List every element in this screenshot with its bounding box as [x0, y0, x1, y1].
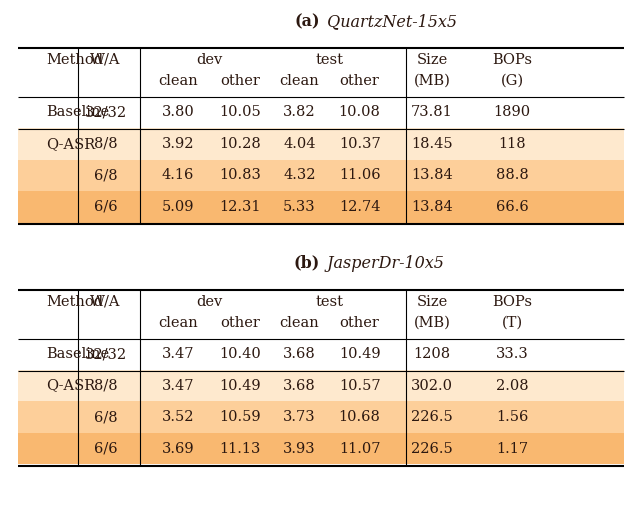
- Text: 10.49: 10.49: [219, 378, 261, 393]
- Text: 4.16: 4.16: [162, 168, 194, 182]
- Bar: [18, 160, 624, 191]
- Bar: [18, 433, 624, 464]
- Text: Baseline: Baseline: [46, 105, 109, 119]
- Text: W/A: W/A: [90, 53, 121, 67]
- Text: 6/6: 6/6: [94, 200, 117, 214]
- Text: 226.5: 226.5: [411, 441, 453, 456]
- Text: BOPs: BOPs: [492, 295, 532, 308]
- Text: 10.49: 10.49: [339, 347, 381, 361]
- Text: 3.52: 3.52: [162, 410, 194, 424]
- Text: 5.09: 5.09: [162, 200, 194, 214]
- Text: (b): (b): [294, 255, 320, 272]
- Text: test: test: [316, 295, 344, 308]
- Text: 73.81: 73.81: [411, 105, 453, 119]
- Text: 32/32: 32/32: [84, 347, 127, 361]
- Text: 3.73: 3.73: [284, 410, 316, 424]
- Text: 11.07: 11.07: [339, 441, 380, 456]
- Text: 10.68: 10.68: [339, 410, 381, 424]
- Text: 3.93: 3.93: [284, 441, 316, 456]
- Text: (MB): (MB): [413, 315, 451, 330]
- Text: 1890: 1890: [493, 105, 531, 119]
- Text: 302.0: 302.0: [411, 378, 453, 393]
- Text: 10.83: 10.83: [219, 168, 261, 182]
- Text: Method: Method: [46, 295, 103, 308]
- Text: (MB): (MB): [413, 74, 451, 88]
- Bar: [18, 191, 624, 223]
- Text: Q-ASR: Q-ASR: [46, 137, 95, 151]
- Text: 66.6: 66.6: [495, 200, 529, 214]
- Text: 3.68: 3.68: [283, 378, 316, 393]
- Text: (T): (T): [501, 315, 523, 330]
- Text: Method: Method: [46, 53, 103, 67]
- Bar: [18, 128, 624, 160]
- Text: 10.08: 10.08: [339, 105, 381, 119]
- Bar: [18, 401, 624, 433]
- Text: (G): (G): [500, 74, 524, 88]
- Text: Baseline: Baseline: [46, 347, 109, 361]
- Text: 6/8: 6/8: [94, 168, 117, 182]
- Text: other: other: [220, 74, 260, 88]
- Text: 11.06: 11.06: [339, 168, 381, 182]
- Text: 2.08: 2.08: [496, 378, 528, 393]
- Text: BOPs: BOPs: [492, 53, 532, 67]
- Text: 3.68: 3.68: [283, 347, 316, 361]
- Text: QuartzNet-15x5: QuartzNet-15x5: [322, 13, 457, 30]
- Text: 4.32: 4.32: [284, 168, 316, 182]
- Text: 8/8: 8/8: [94, 137, 117, 151]
- Text: 6/8: 6/8: [94, 410, 117, 424]
- Text: other: other: [220, 315, 260, 330]
- Text: 10.59: 10.59: [219, 410, 261, 424]
- Text: Size: Size: [417, 53, 447, 67]
- Text: 10.37: 10.37: [339, 137, 381, 151]
- Text: other: other: [340, 315, 380, 330]
- Text: dev: dev: [196, 53, 222, 67]
- Text: 1.17: 1.17: [496, 441, 528, 456]
- Text: 8/8: 8/8: [94, 378, 117, 393]
- Text: other: other: [340, 74, 380, 88]
- Text: 118: 118: [498, 137, 526, 151]
- Text: 3.69: 3.69: [162, 441, 194, 456]
- Text: test: test: [316, 53, 344, 67]
- Text: 32/32: 32/32: [84, 105, 127, 119]
- Text: 6/6: 6/6: [94, 441, 117, 456]
- Text: dev: dev: [196, 295, 222, 308]
- Text: 3.82: 3.82: [284, 105, 316, 119]
- Text: 5.33: 5.33: [284, 200, 316, 214]
- Text: 226.5: 226.5: [411, 410, 453, 424]
- Text: 12.74: 12.74: [339, 200, 380, 214]
- Text: 11.13: 11.13: [220, 441, 260, 456]
- Text: clean: clean: [280, 315, 319, 330]
- Text: 10.28: 10.28: [219, 137, 261, 151]
- Text: 10.40: 10.40: [219, 347, 261, 361]
- Text: 88.8: 88.8: [495, 168, 529, 182]
- Text: 1208: 1208: [413, 347, 451, 361]
- Text: 3.80: 3.80: [161, 105, 195, 119]
- Text: 13.84: 13.84: [411, 168, 453, 182]
- Text: 3.92: 3.92: [162, 137, 194, 151]
- Text: clean: clean: [280, 74, 319, 88]
- Text: Q-ASR: Q-ASR: [46, 378, 95, 393]
- Text: JasperDr-10x5: JasperDr-10x5: [322, 255, 444, 272]
- Text: 12.31: 12.31: [220, 200, 260, 214]
- Text: 3.47: 3.47: [162, 347, 194, 361]
- Text: Size: Size: [417, 295, 447, 308]
- Text: clean: clean: [158, 74, 198, 88]
- Text: 3.47: 3.47: [162, 378, 194, 393]
- Bar: [18, 370, 624, 401]
- Text: (a): (a): [294, 13, 320, 30]
- Text: 10.05: 10.05: [219, 105, 261, 119]
- Text: 10.57: 10.57: [339, 378, 381, 393]
- Text: 18.45: 18.45: [411, 137, 453, 151]
- Text: W/A: W/A: [90, 295, 121, 308]
- Text: 13.84: 13.84: [411, 200, 453, 214]
- Text: 4.04: 4.04: [284, 137, 316, 151]
- Text: 33.3: 33.3: [495, 347, 529, 361]
- Text: 1.56: 1.56: [496, 410, 528, 424]
- Text: clean: clean: [158, 315, 198, 330]
